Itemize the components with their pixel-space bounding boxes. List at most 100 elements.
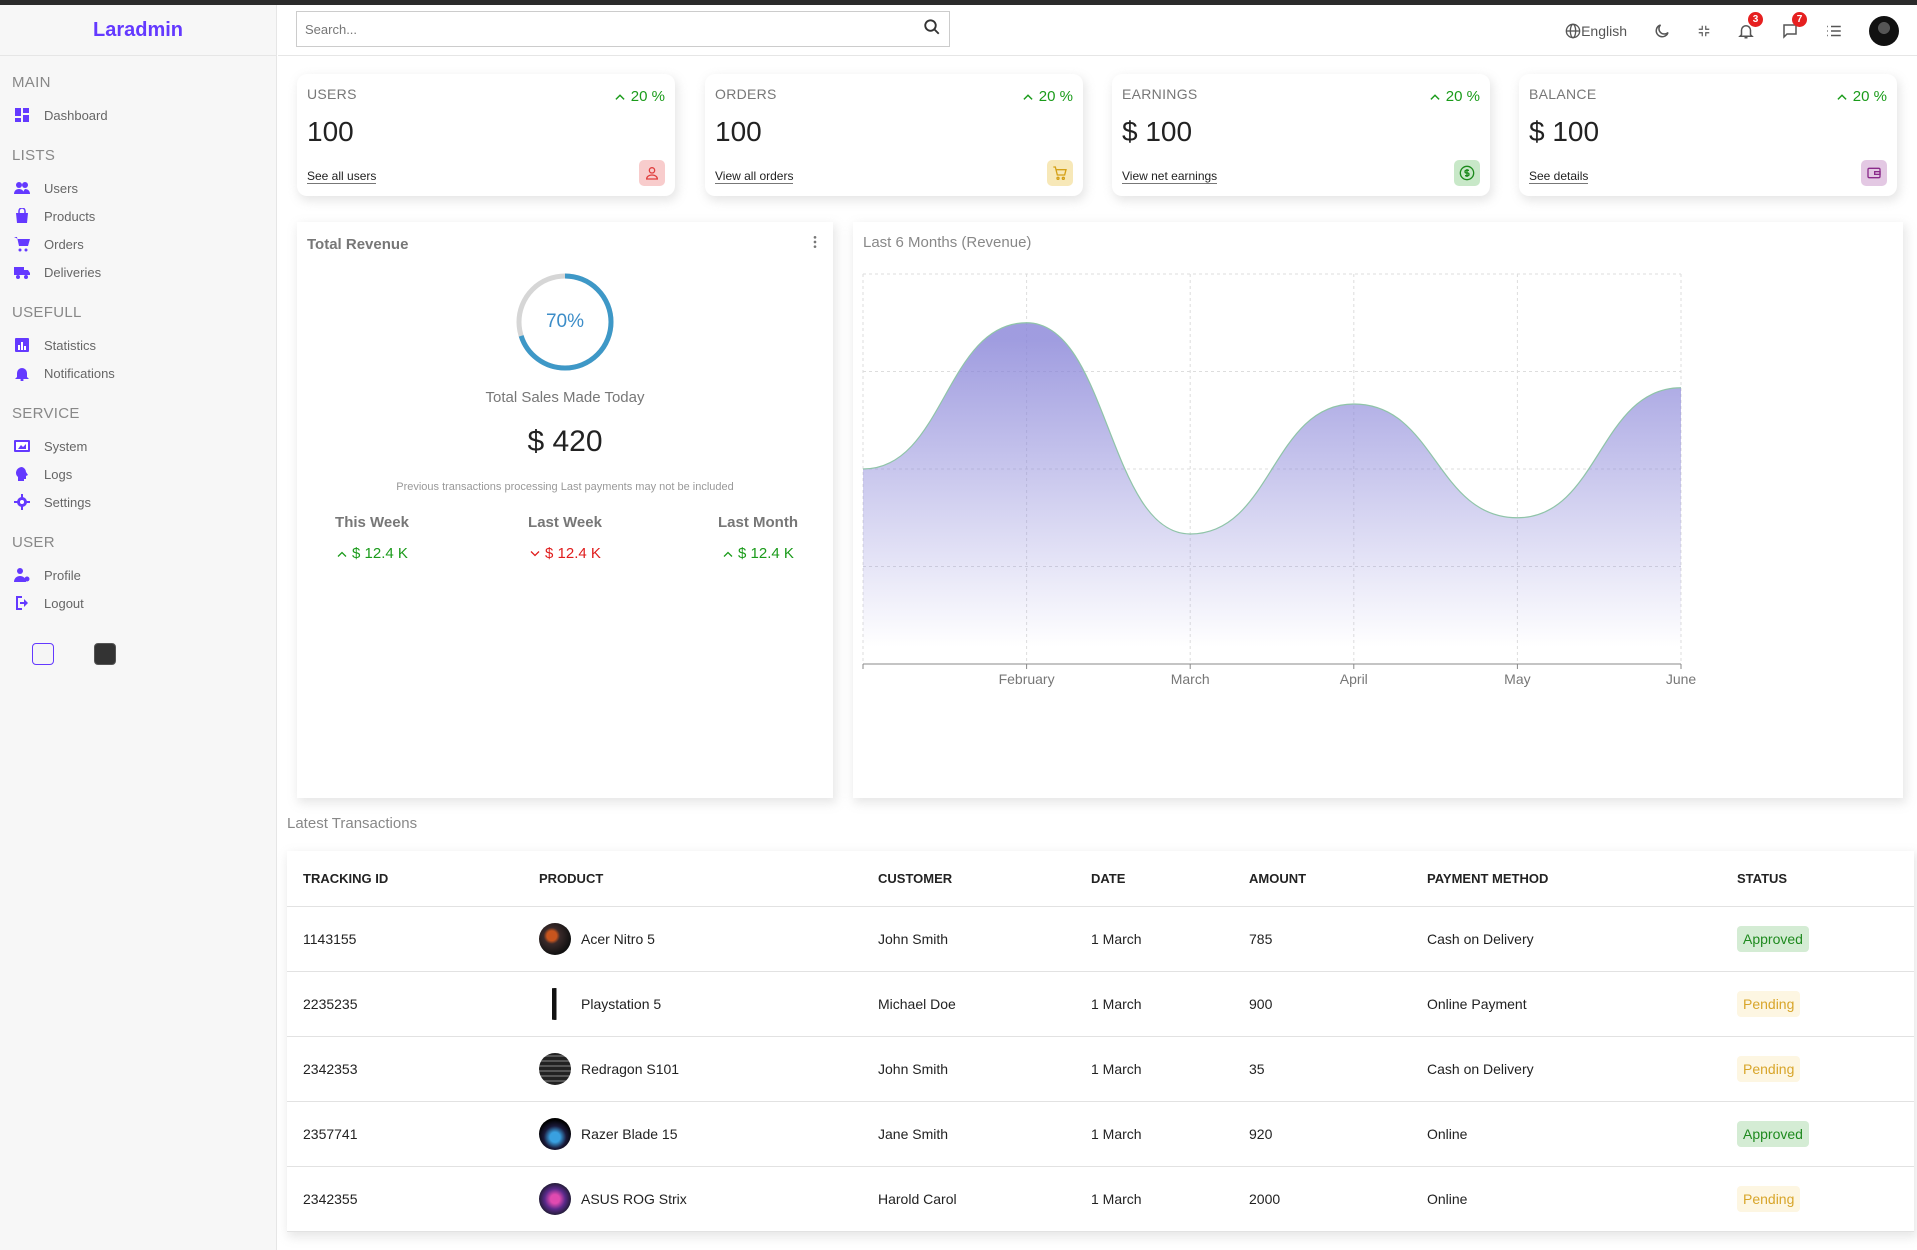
featured-title: Total Revenue (307, 235, 409, 253)
status-cell: Approved (1721, 1101, 1914, 1167)
column-header[interactable]: TRACKING ID (287, 851, 523, 907)
widget-link[interactable]: View all orders (715, 169, 794, 184)
dashboard-icon (12, 107, 32, 123)
customer-cell: Michael Doe (862, 971, 1075, 1037)
globe-icon (1565, 23, 1581, 38)
status-cell: Pending (1721, 971, 1914, 1037)
sidebar-item-label: Users (44, 180, 78, 196)
transactions-table: TRACKING ID PRODUCT CUSTOMER DATE AMOUNT PAYM… (287, 851, 1914, 1232)
status-badge: Approved (1737, 925, 1809, 952)
widget-counter: $ 100 (1529, 116, 1600, 147)
light-theme-button[interactable] (32, 643, 54, 665)
payment-method-cell: Online Payment (1411, 971, 1721, 1037)
tracking-id-cell: 2357741 (287, 1101, 523, 1167)
product-image (539, 1182, 571, 1215)
column-header[interactable]: CUSTOMER (862, 851, 1075, 907)
search-input[interactable] (305, 21, 923, 37)
dark-theme-button[interactable] (94, 643, 116, 665)
more-vert-icon[interactable] (807, 234, 823, 254)
chart-area (863, 322, 1681, 664)
list-button[interactable] (1825, 22, 1843, 40)
featured-description: Previous transactions processing Last pa… (396, 481, 734, 493)
product-image (539, 922, 571, 955)
fullscreen-exit-button[interactable] (1697, 24, 1711, 38)
sidebar-item-label: Statistics (44, 337, 97, 353)
featured-caption: Total Sales Made Today (485, 389, 645, 406)
avatar[interactable] (1869, 15, 1899, 46)
sidebar-item-statistics[interactable]: Statistics (12, 331, 264, 359)
chevron-down-icon (530, 550, 540, 556)
sidebar-section-title: SERVICE (12, 405, 80, 422)
sidebar-item-profile[interactable]: Profile (12, 561, 264, 589)
cart-icon (1047, 160, 1073, 186)
search-icon[interactable] (923, 18, 941, 41)
dollar-icon (1454, 160, 1480, 186)
sidebar-item-settings[interactable]: Settings (12, 488, 264, 516)
summary-title: Last Month (718, 514, 798, 531)
summary-value: $ 12.4 K (505, 545, 625, 562)
widget-title: BALANCE (1529, 86, 1597, 102)
widget-link[interactable]: See details (1529, 169, 1589, 184)
transactions-title: Latest Transactions (287, 815, 418, 832)
table-row[interactable]: 2235235 Playstation 5 Michael Doe 1 March 90… (287, 971, 1914, 1037)
notifications-button[interactable]: 3 (1737, 11, 1763, 40)
column-header[interactable]: PAYMENT METHOD (1411, 851, 1721, 907)
widget-percentage: 20 % (1835, 88, 1887, 105)
widget-title: USERS (307, 86, 357, 102)
sidebar-item-logout[interactable]: Logout (12, 589, 264, 617)
tracking-id-cell: 2342355 (287, 1166, 523, 1232)
messages-badge: 7 (1792, 11, 1807, 27)
column-header[interactable]: STATUS (1721, 851, 1914, 907)
sidebar-item-deliveries[interactable]: Deliveries (12, 258, 264, 286)
cart-icon (12, 236, 32, 252)
widget-link[interactable]: View net earnings (1122, 169, 1218, 184)
table-row[interactable]: 2342353 Redragon S101 John Smith 1 March 35 C… (287, 1036, 1914, 1102)
table-row[interactable]: 2357741 Razer Blade 15 Jane Smith 1 March 92… (287, 1101, 1914, 1167)
users-icon (12, 180, 32, 196)
sidebar-item-orders[interactable]: Orders (12, 230, 264, 258)
navbar: English 3 7 (278, 5, 1917, 56)
person-icon (639, 160, 665, 186)
wallet-icon (1861, 160, 1887, 186)
column-header[interactable]: AMOUNT (1233, 851, 1411, 907)
table-row[interactable]: 2342355 ASUS ROG Strix Harold Carol 1 March… (287, 1166, 1914, 1232)
messages-button[interactable]: 7 (1781, 11, 1807, 40)
sidebar-item-dashboard[interactable]: Dashboard (12, 101, 264, 129)
chart-svg: February March April May June (862, 273, 1697, 687)
column-header[interactable]: DATE (1075, 851, 1233, 907)
product-image (539, 987, 571, 1020)
sidebar-item-label: Notifications (44, 365, 115, 381)
dark-mode-toggle[interactable] (1653, 22, 1671, 40)
chart-x-tick-label: June (1666, 671, 1697, 687)
sidebar-item-products[interactable]: Products (12, 202, 264, 230)
widget-orders: ORDERS 20 % 100 View all orders (705, 74, 1083, 196)
featured-summary: This Week $ 12.4 K Last Week $ 12.4 K Last M… (312, 514, 818, 562)
sidebar-section-title: MAIN (12, 74, 51, 91)
language-selector[interactable]: English (1565, 23, 1627, 39)
table-row[interactable]: 1143155 Acer Nitro 5 John Smith 1 March 785 C… (287, 906, 1914, 972)
widget-link[interactable]: See all users (307, 169, 377, 184)
widget-percentage: 20 % (1021, 88, 1073, 105)
customer-cell: Harold Carol (862, 1166, 1075, 1232)
top-border (0, 0, 1917, 5)
sidebar-section-title: USER (12, 534, 55, 551)
chart-plot: February March April May June (862, 273, 1697, 687)
logo[interactable]: Laradmin (0, 5, 276, 56)
sidebar-item-users[interactable]: Users (12, 174, 264, 202)
status-badge: Pending (1737, 1185, 1801, 1212)
column-header[interactable]: PRODUCT (523, 851, 862, 907)
product-name: Playstation 5 (581, 995, 662, 1012)
sidebar-item-notifications[interactable]: Notifications (12, 359, 264, 387)
amount-cell: 785 (1233, 906, 1411, 972)
sidebar-section-title: USEFULL (12, 304, 82, 321)
chart-x-tick-label: February (999, 671, 1055, 687)
sidebar-item-label: Products (44, 208, 96, 224)
sidebar-item-system[interactable]: System (12, 432, 264, 460)
profile-icon (12, 567, 32, 583)
sidebar-section-title: LISTS (12, 147, 56, 164)
sidebar-item-label: Profile (44, 567, 81, 583)
transactions-table-container: TRACKING ID PRODUCT CUSTOMER DATE AMOUNT PAYM… (287, 851, 1914, 1232)
payment-method-cell: Online (1411, 1101, 1721, 1167)
sidebar-item-logs[interactable]: Logs (12, 460, 264, 488)
list-icon (1827, 25, 1841, 36)
